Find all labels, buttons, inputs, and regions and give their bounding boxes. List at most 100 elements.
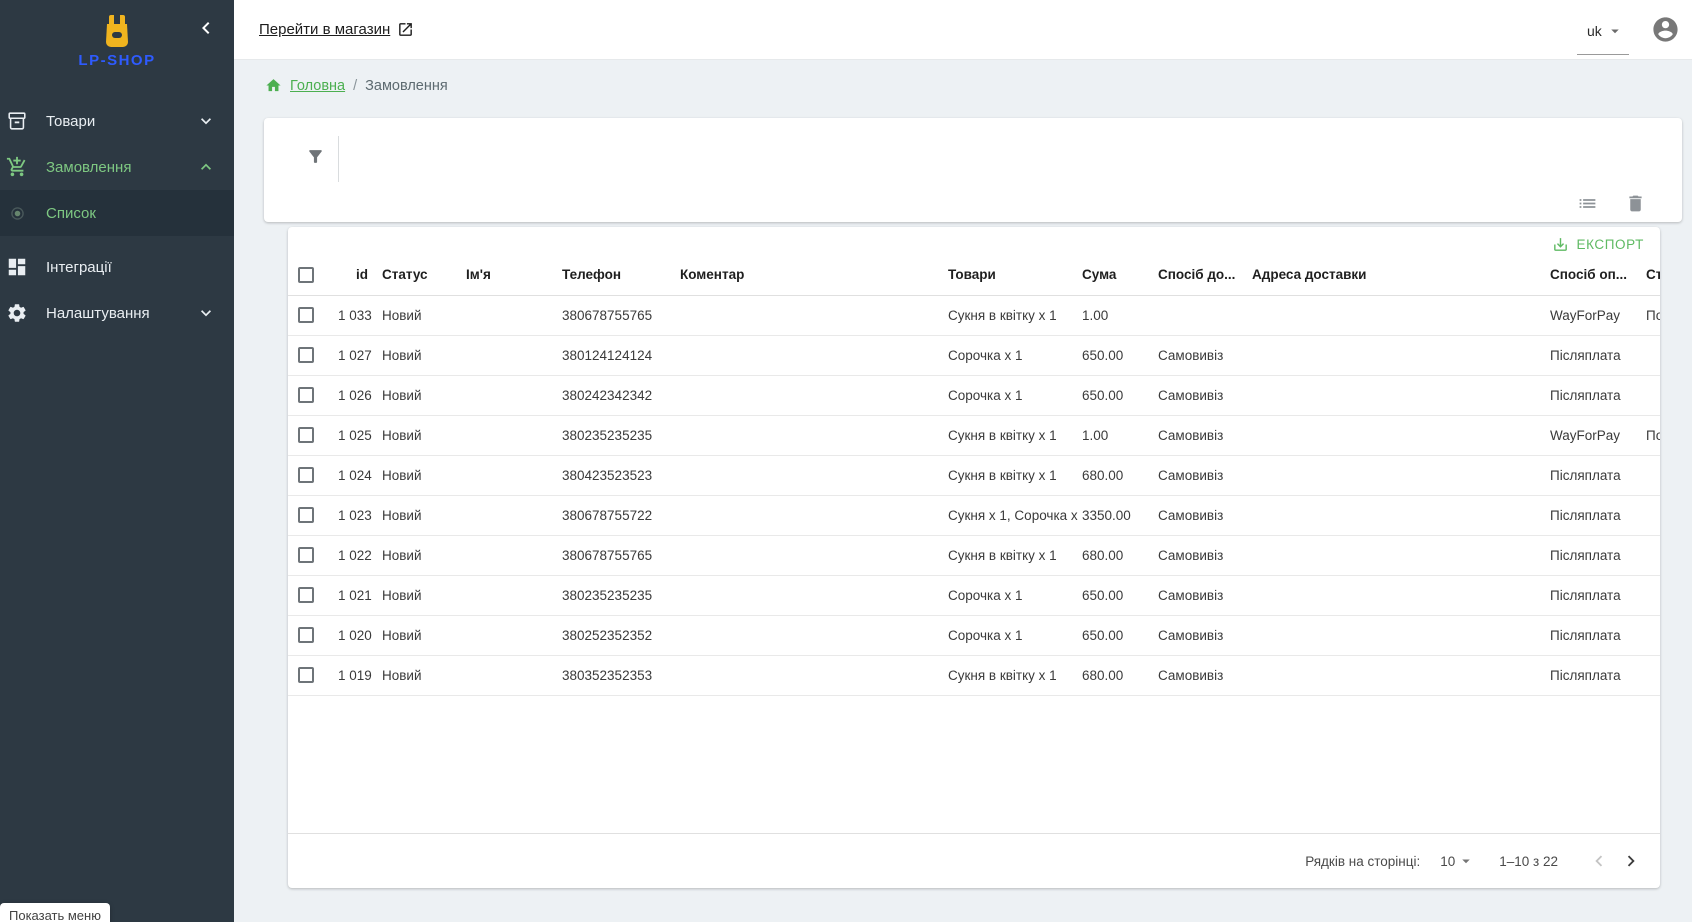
cell-goods: Сукня в квітку x 1 xyxy=(944,295,1078,336)
breadcrumb-home-link[interactable]: Головна xyxy=(290,78,346,94)
table-row[interactable]: 1 027 Новий 380124124124 Сорочка x 1 650.00 С… xyxy=(288,335,1660,376)
cell-phone: 380352352353 xyxy=(558,655,676,696)
column-header[interactable]: Телефон xyxy=(558,255,676,296)
next-page-button[interactable] xyxy=(1618,848,1644,874)
sidebar-item-settings[interactable]: Налаштування xyxy=(0,290,234,336)
cell-status: Новий xyxy=(378,335,462,376)
export-button[interactable]: ЕКСПОРТ xyxy=(1546,234,1650,255)
cell-id: 1 033 xyxy=(334,295,378,336)
cell-payment_status xyxy=(1642,615,1660,656)
table-row[interactable]: 1 022 Новий 380678755765 Сукня в квітку x 1… xyxy=(288,535,1660,576)
cell-payment: Післяплата xyxy=(1546,615,1642,656)
previous-page-button[interactable] xyxy=(1586,848,1612,874)
cell-address xyxy=(1248,335,1546,376)
sidebar-item-label: Замовлення xyxy=(46,158,132,176)
sidebar-item-products[interactable]: Товари xyxy=(0,98,234,144)
view-list-icon[interactable] xyxy=(1577,193,1598,214)
cell-id: 1 019 xyxy=(334,655,378,696)
cell-delivery: Самовивіз xyxy=(1154,415,1248,456)
row-checkbox[interactable] xyxy=(298,387,314,404)
row-checkbox[interactable] xyxy=(298,467,314,484)
list-actions xyxy=(1577,193,1646,214)
row-checkbox[interactable] xyxy=(298,307,314,324)
cell-goods: Сорочка x 1 xyxy=(944,615,1078,656)
row-checkbox[interactable] xyxy=(298,427,314,444)
chevron-up-icon xyxy=(196,157,216,177)
cell-sum: 680.00 xyxy=(1078,535,1154,576)
filter-funnel-icon[interactable] xyxy=(306,147,325,166)
cell-id: 1 021 xyxy=(334,575,378,616)
column-header[interactable]: Статус xyxy=(378,255,462,296)
orders-table-scroll[interactable]: id Статус Ім'я Телефон Коментар Товари Сума Спо… xyxy=(288,255,1660,696)
cell-sum: 680.00 xyxy=(1078,455,1154,496)
sidebar: LP-SHOP Товари Замовлення xyxy=(0,0,234,922)
sidebar-item-label: Інтеграції xyxy=(46,258,112,276)
table-row[interactable]: 1 033 Новий 380678755765 Сукня в квітку x 1… xyxy=(288,295,1660,336)
table-header-row: id Статус Ім'я Телефон Коментар Товари Сума Спо… xyxy=(288,255,1660,296)
row-checkbox[interactable] xyxy=(298,667,314,684)
cell-comment xyxy=(676,495,944,536)
row-checkbox[interactable] xyxy=(298,347,314,364)
pagination-range: 1–10 з 22 xyxy=(1499,853,1558,869)
cell-address xyxy=(1248,535,1546,576)
table-row[interactable]: 1 023 Новий 380678755722 Сукня x 1, Сорочка… xyxy=(288,495,1660,536)
cell-goods: Сукня x 1, Сорочка x 4 xyxy=(944,495,1078,536)
cell-phone: 380235235235 xyxy=(558,575,676,616)
column-header[interactable]: id xyxy=(334,255,378,296)
column-header[interactable]: Ст xyxy=(1642,255,1660,296)
orders-submenu: Список xyxy=(0,190,234,236)
cell-sum: 3350.00 xyxy=(1078,495,1154,536)
cell-status: Новий xyxy=(378,495,462,536)
column-header[interactable]: Ім'я xyxy=(462,255,558,296)
table-row[interactable]: 1 025 Новий 380235235235 Сукня в квітку x 1… xyxy=(288,415,1660,456)
row-checkbox[interactable] xyxy=(298,587,314,604)
cell-payment_status: По xyxy=(1642,295,1660,336)
cart-plus-icon xyxy=(6,156,28,178)
orders-table-card: ЕКСПОРТ id Статус Ім'я Телефон Коментар Товар… xyxy=(288,227,1660,888)
show-menu-tooltip: Показать меню xyxy=(0,903,110,922)
table-row[interactable]: 1 020 Новий 380252352352 Сорочка x 1 650.00 С… xyxy=(288,615,1660,656)
row-checkbox[interactable] xyxy=(298,627,314,644)
table-row[interactable]: 1 021 Новий 380235235235 Сорочка x 1 650.00 С… xyxy=(288,575,1660,616)
language-select[interactable]: uk xyxy=(1577,18,1629,55)
cell-name xyxy=(462,495,558,536)
cell-payment: Післяплата xyxy=(1546,375,1642,416)
sidebar-item-integrations[interactable]: Інтеграції xyxy=(0,244,234,290)
cell-sum: 1.00 xyxy=(1078,295,1154,336)
cell-id: 1 024 xyxy=(334,455,378,496)
column-header[interactable]: Спосіб до... xyxy=(1154,255,1248,296)
table-row[interactable]: 1 024 Новий 380423523523 Сукня в квітку x 1… xyxy=(288,455,1660,496)
cell-name xyxy=(462,415,558,456)
cell-comment xyxy=(676,615,944,656)
table-row[interactable]: 1 026 Новий 380242342342 Сорочка x 1 650.00 С… xyxy=(288,375,1660,416)
select-all-checkbox[interactable] xyxy=(298,266,314,283)
sidebar-collapse-icon[interactable] xyxy=(194,16,218,40)
column-header[interactable]: Сума xyxy=(1078,255,1154,296)
cell-goods: Сорочка x 1 xyxy=(944,335,1078,376)
language-value: uk xyxy=(1587,23,1602,39)
table-row[interactable]: 1 019 Новий 380352352353 Сукня в квітку x 1… xyxy=(288,655,1660,696)
cell-id: 1 023 xyxy=(334,495,378,536)
column-header[interactable]: Товари xyxy=(944,255,1078,296)
product-box-icon xyxy=(6,110,28,132)
cell-payment_status xyxy=(1642,375,1660,416)
sidebar-item-orders[interactable]: Замовлення xyxy=(0,144,234,190)
orders-table: id Статус Ім'я Телефон Коментар Товари Сума Спо… xyxy=(288,255,1660,696)
cell-id: 1 025 xyxy=(334,415,378,456)
go-to-store-link[interactable]: Перейти в магазин xyxy=(259,21,414,38)
cell-status: Новий xyxy=(378,575,462,616)
column-header[interactable]: Адреса доставки xyxy=(1248,255,1546,296)
column-header[interactable]: Спосіб оп... xyxy=(1546,255,1642,296)
trash-icon[interactable] xyxy=(1625,193,1646,214)
user-avatar[interactable] xyxy=(1651,15,1680,44)
sidebar-item-orders-list[interactable]: Список xyxy=(0,190,234,236)
cell-sum: 680.00 xyxy=(1078,655,1154,696)
rows-per-page-select[interactable]: 10 xyxy=(1440,852,1475,870)
cell-payment: Післяплата xyxy=(1546,495,1642,536)
cell-goods: Сукня в квітку x 1 xyxy=(944,655,1078,696)
row-checkbox[interactable] xyxy=(298,507,314,524)
cell-payment_status xyxy=(1642,575,1660,616)
cell-comment xyxy=(676,415,944,456)
column-header[interactable]: Коментар xyxy=(676,255,944,296)
row-checkbox[interactable] xyxy=(298,547,314,564)
